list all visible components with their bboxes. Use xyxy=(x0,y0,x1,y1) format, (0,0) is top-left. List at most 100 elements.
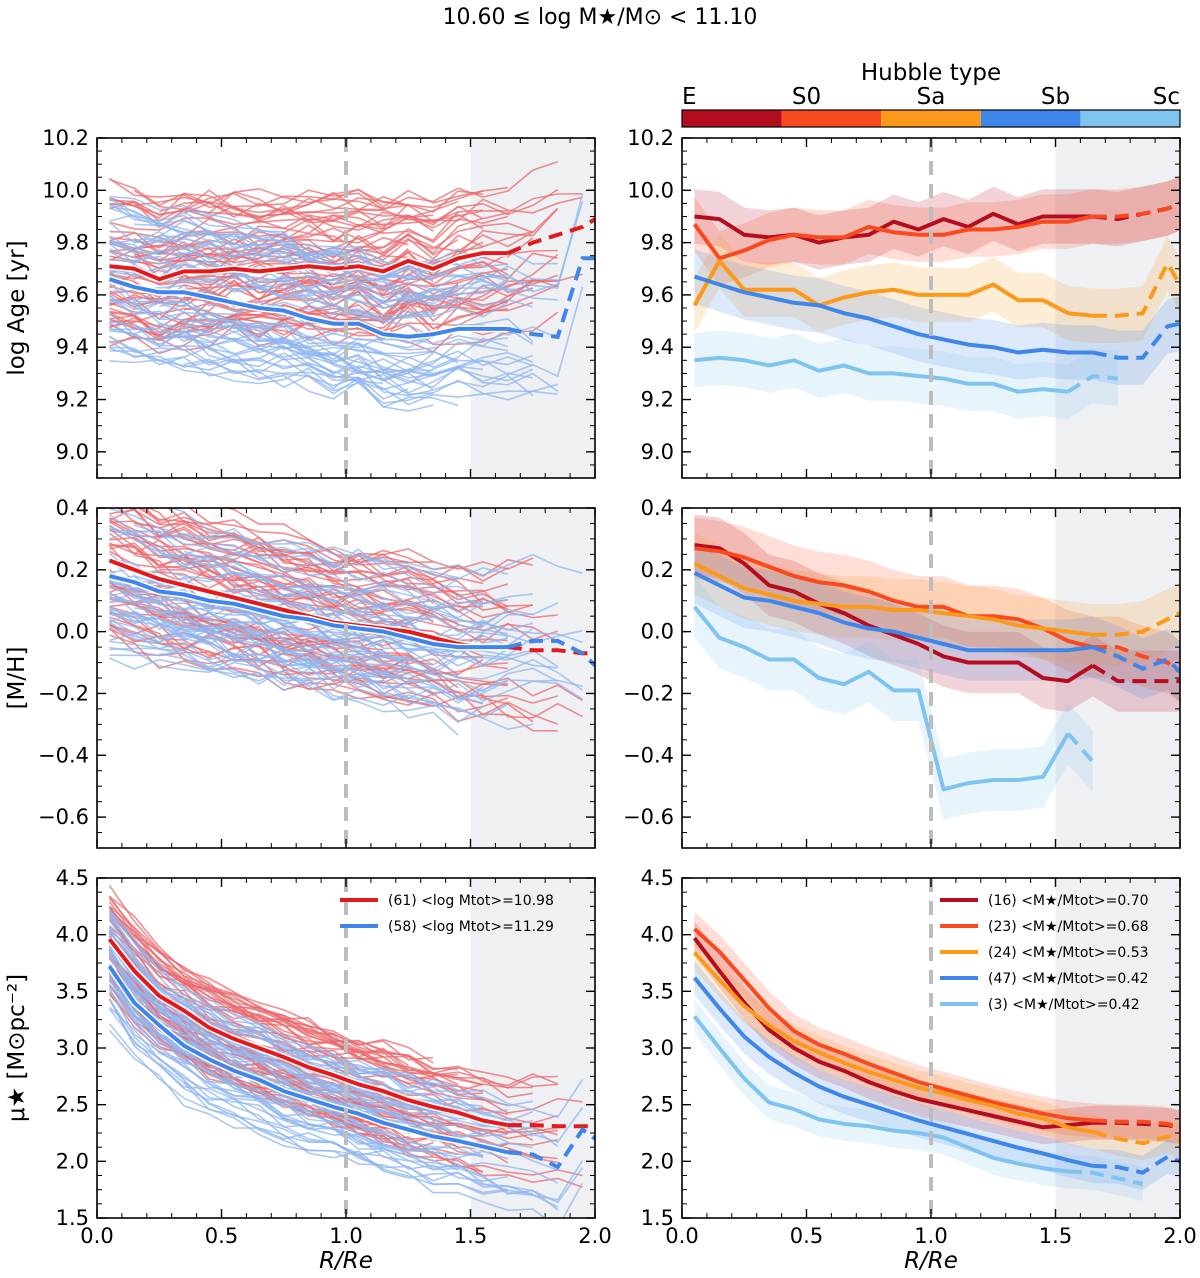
y-tick-label: 1.5 xyxy=(56,1206,89,1230)
galaxy-profile-line xyxy=(183,550,384,586)
colorbar-label: Sa xyxy=(917,84,946,110)
y-tick-label: 0.2 xyxy=(56,558,89,582)
y-axis-label: log Age [yr] xyxy=(4,240,30,375)
series-band-S0 xyxy=(694,517,1180,703)
y-tick-label: −0.2 xyxy=(38,681,89,705)
y-tick-label: 3.5 xyxy=(56,979,89,1003)
galaxy-profile-line xyxy=(109,213,409,272)
x-tick-label: 1.0 xyxy=(914,1224,947,1248)
galaxy-profile-line xyxy=(108,977,384,1152)
panel-body xyxy=(692,514,1180,820)
y-tick-label: 10.2 xyxy=(42,126,89,150)
x-tick-label: 1.5 xyxy=(454,1224,487,1248)
y-tick-label: 0.0 xyxy=(56,620,89,644)
x-tick-label: 0.0 xyxy=(80,1224,113,1248)
y-tick-label: −0.2 xyxy=(623,681,674,705)
series-Sa xyxy=(693,561,1180,637)
galaxy-profile-line xyxy=(109,608,534,675)
galaxy-profile-line xyxy=(108,909,508,1121)
series-line-solid xyxy=(692,605,1070,792)
galaxy-profile-line xyxy=(109,278,558,341)
series-Sb xyxy=(693,571,1180,674)
galaxy-profile-line xyxy=(109,211,434,231)
series-Sc xyxy=(692,605,1095,792)
galaxy-profile-line xyxy=(109,213,484,250)
series-band-Sc xyxy=(694,576,1093,820)
galaxy-profile-line xyxy=(109,621,559,693)
galaxy-profile-line xyxy=(109,577,509,666)
colorbar-segment xyxy=(881,110,981,127)
y-tick-label: −0.4 xyxy=(38,743,89,767)
colorbar-label: Sc xyxy=(1153,84,1180,110)
galaxy-profile-line xyxy=(108,933,434,1089)
y-tick-label: 9.2 xyxy=(56,388,89,412)
galaxy-profile-line xyxy=(108,984,509,1192)
y-tick-label: 9.2 xyxy=(641,388,674,412)
galaxy-profile-line xyxy=(109,197,509,291)
legend-entry: (23) <M★/Mtot>=0.68 xyxy=(988,919,1149,935)
series-(61) <log Mtot>=10.98 xyxy=(109,217,595,283)
series-(58) <log Mtot>=11.29 xyxy=(106,964,595,1170)
y-tick-label: 2.0 xyxy=(56,1149,89,1173)
panel-left-top: 9.0 9.2 9.4 9.6 9.8 10.0 10.2 log Age [yr] xyxy=(4,126,596,479)
y-tick-label: 10.2 xyxy=(627,126,674,150)
galaxy-profile-line xyxy=(108,953,508,1137)
y-tick-label: 1.5 xyxy=(641,1206,674,1230)
x-tick-label: 2.0 xyxy=(578,1224,611,1248)
y-tick-label: 9.0 xyxy=(56,440,89,464)
galaxy-profile-line xyxy=(109,516,459,624)
y-tick-label: 9.4 xyxy=(56,335,89,359)
galaxy-profile-line xyxy=(129,508,534,614)
legend-entry: (58) <log Mtot>=11.29 xyxy=(388,919,554,935)
series-(23) <M★/Mtot>=0.68 xyxy=(693,927,1180,1130)
y-tick-label: 10.0 xyxy=(627,178,674,202)
galaxy-profile-line xyxy=(134,594,409,658)
series-(58) <log Mtot>=11.29 xyxy=(108,256,595,341)
galaxy-profile-line xyxy=(108,998,533,1196)
colorbar-label: E xyxy=(682,84,697,110)
colorbar-title: Hubble type xyxy=(861,60,1001,86)
y-tick-label: 9.8 xyxy=(56,231,89,255)
series-line-dashed xyxy=(1067,1169,1144,1186)
y-tick-label: 0.2 xyxy=(641,558,674,582)
galaxy-profile-line xyxy=(223,508,484,585)
colorbar-segment xyxy=(682,110,782,127)
galaxy-profile-line xyxy=(109,178,484,208)
series-(3) <M★/Mtot>=0.42 xyxy=(692,1015,1144,1186)
outer-region-shade xyxy=(470,508,595,848)
galaxy-profile-line xyxy=(109,327,434,375)
legend-entry: (16) <M★/Mtot>=0.70 xyxy=(988,893,1149,909)
series-line-solid xyxy=(694,355,1069,394)
galaxy-profile-line xyxy=(109,266,434,314)
galaxy-profile-line xyxy=(108,901,409,1066)
y-tick-label: 9.6 xyxy=(641,283,674,307)
y-tick-label: 10.0 xyxy=(42,178,89,202)
panel-body xyxy=(108,508,595,736)
legend: (16) <M★/Mtot>=0.70 (23) <M★/Mtot>=0.68 (2… xyxy=(940,893,1149,1013)
panel-left-bottom: 1.5 2.0 2.5 3.0 3.5 4.0 4.5 0.0 0.5 1.0 1.5 2.0 μ★ [… xyxy=(4,866,612,1274)
x-tick-label: 1.0 xyxy=(329,1224,362,1248)
galaxy-profile-line xyxy=(109,321,559,392)
galaxy-profile-line xyxy=(133,281,534,322)
galaxy-profile-line xyxy=(108,273,459,349)
series-S0 xyxy=(692,201,1180,261)
series-band-(16) <M★/Mtot>=0.70 xyxy=(694,921,1180,1145)
galaxy-profile-line xyxy=(109,529,484,614)
galaxy-profile-line xyxy=(109,529,508,580)
galaxy-profile-line xyxy=(134,303,384,354)
galaxy-profile-line xyxy=(108,939,459,1122)
y-tick-label: 0.4 xyxy=(641,496,674,520)
galaxy-profile-line xyxy=(108,919,434,1094)
panel-right-bottom: 1.5 2.0 2.5 3.0 3.5 4.0 4.5 0.0 0.5 1.0 1.5 2.0 R/Re… xyxy=(641,866,1197,1274)
galaxy-profile-line xyxy=(109,591,534,645)
y-tick-label: 2.5 xyxy=(641,1093,674,1117)
series-band-(47) <M★/Mtot>=0.42 xyxy=(694,960,1180,1190)
series-Sc xyxy=(694,355,1119,394)
x-axis-label: R/Re xyxy=(319,1248,373,1274)
x-axis-label: R/Re xyxy=(904,1248,958,1274)
series-line-dashed xyxy=(1066,732,1095,763)
y-tick-label: 4.0 xyxy=(641,923,674,947)
galaxy-profile-line xyxy=(109,202,459,303)
colorbar-label: S0 xyxy=(792,84,821,110)
